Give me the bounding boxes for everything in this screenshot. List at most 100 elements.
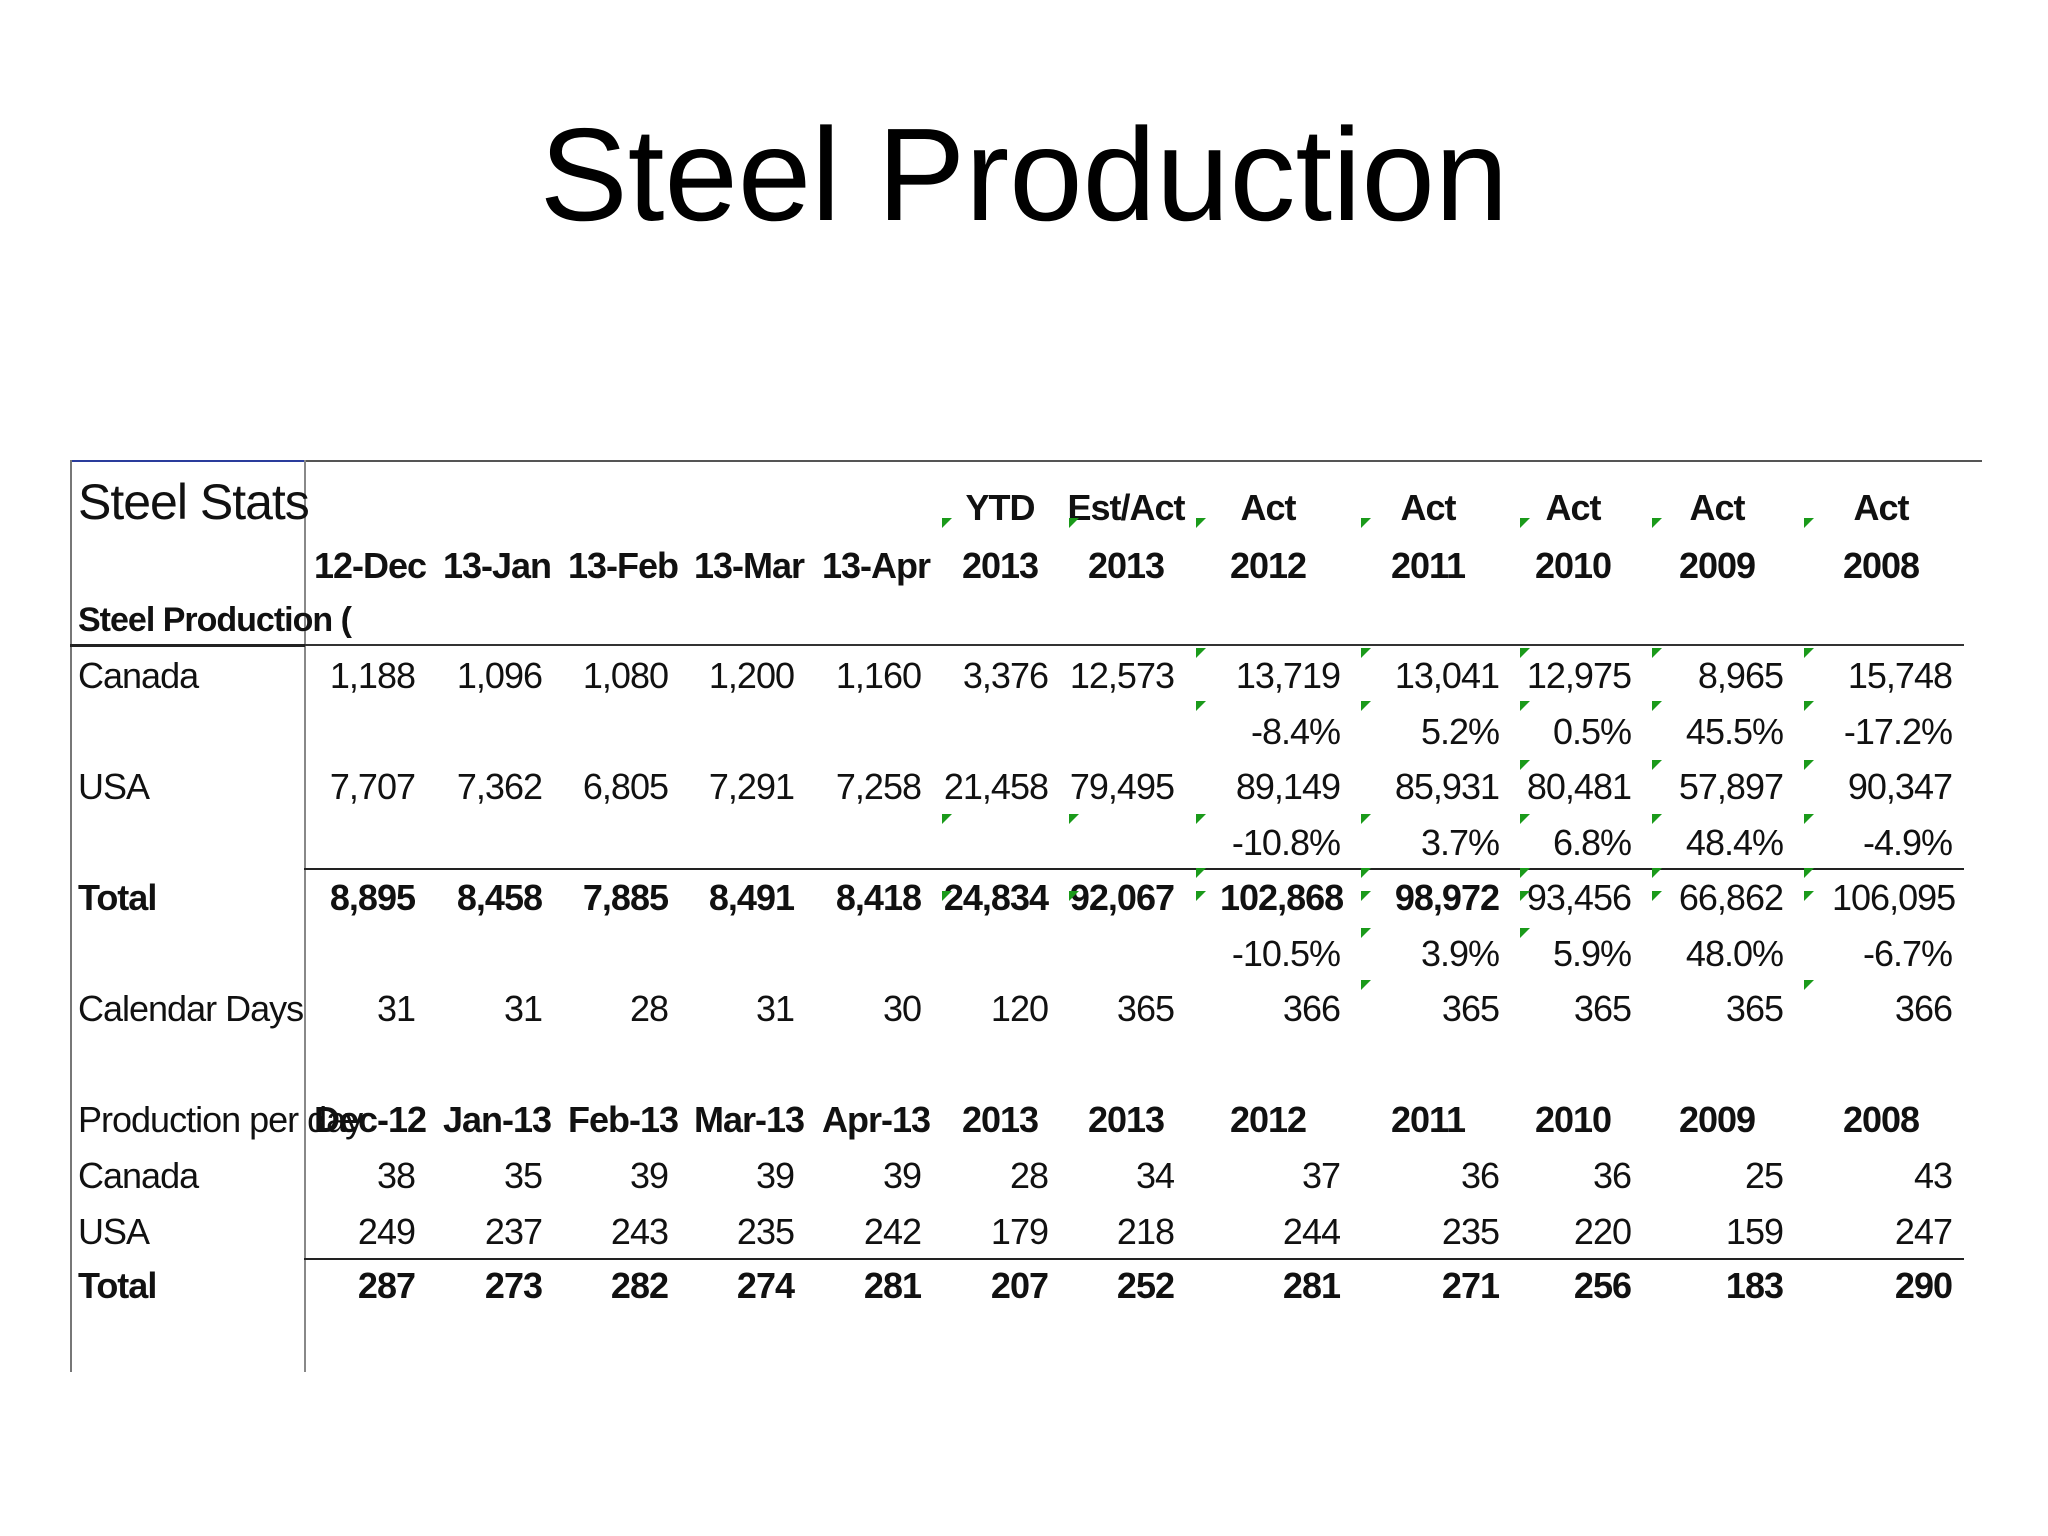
table-cell: 179 [990, 1211, 1049, 1252]
table-cell: 3.9% [1420, 933, 1500, 974]
table-cell: 282 [610, 1265, 669, 1306]
cell-error-indicator-icon [1804, 518, 1814, 528]
table-cell: 235 [1441, 1211, 1500, 1252]
table-cell: 89,149 [1235, 766, 1341, 807]
table-cell: 8,895 [329, 877, 416, 918]
table-cell: 36 [1592, 1155, 1632, 1196]
table-cell: 365 [1116, 988, 1175, 1029]
cell-error-indicator-icon [1520, 518, 1530, 528]
row-label: Canada [78, 655, 199, 696]
cell-error-indicator-icon [1804, 891, 1814, 901]
table-cell: -17.2% [1843, 711, 1953, 752]
table-cell: 237 [484, 1211, 543, 1252]
cell-error-indicator-icon [1652, 518, 1662, 528]
table-cell: 43 [1913, 1155, 1953, 1196]
per-day-header: 2013 [961, 1099, 1039, 1140]
cell-error-indicator-icon [1520, 928, 1530, 938]
cell-error-indicator-icon [1196, 868, 1206, 878]
table-cell: 365 [1725, 988, 1784, 1029]
table-cell: 66,862 [1678, 877, 1784, 918]
table-cell: 90,347 [1847, 766, 1953, 807]
table-cell: 6,805 [582, 766, 669, 807]
cell-error-indicator-icon [1361, 648, 1371, 658]
per-day-label: Production per day [78, 1099, 363, 1140]
table-cell: 218 [1116, 1211, 1175, 1252]
table-cell: 1,096 [456, 655, 543, 696]
table-cell: 39 [755, 1155, 795, 1196]
table-cell: 3,376 [962, 655, 1049, 696]
table-cell: 98,972 [1394, 877, 1500, 918]
table-cell: 365 [1441, 988, 1500, 1029]
per-day-header: Jan-13 [442, 1099, 552, 1140]
column-header-line2: 2009 [1678, 545, 1756, 586]
cell-error-indicator-icon [1361, 868, 1371, 878]
table-cell: 31 [503, 988, 543, 1029]
cell-error-indicator-icon [1196, 701, 1206, 711]
table-cell: 1,160 [835, 655, 922, 696]
corner-subtitle: Steel Production ( [78, 601, 352, 639]
table-cell: 12,573 [1069, 655, 1175, 696]
table-cell: 7,707 [329, 766, 416, 807]
column-header-line2: 2011 [1390, 545, 1466, 586]
table-cell: 6.8% [1552, 822, 1632, 863]
cell-error-indicator-icon [1520, 760, 1530, 770]
table-cell: 79,495 [1069, 766, 1175, 807]
per-day-header: Feb-13 [567, 1099, 679, 1140]
cell-error-indicator-icon [1520, 891, 1530, 901]
column-header-line1: Act [1853, 487, 1909, 528]
table-cell: 244 [1282, 1211, 1341, 1252]
table-cell: 207 [990, 1265, 1049, 1306]
cell-error-indicator-icon [1069, 814, 1079, 824]
table-cell: 37 [1301, 1155, 1341, 1196]
cell-error-indicator-icon [1652, 868, 1662, 878]
table-cell: 8,418 [835, 877, 922, 918]
label-column-border [304, 460, 306, 1372]
table-cell: -10.5% [1231, 933, 1341, 974]
table-cell: 15,748 [1847, 655, 1953, 696]
table-cell: -10.8% [1231, 822, 1341, 863]
cell-error-indicator-icon [1804, 701, 1814, 711]
table-cell: 25 [1744, 1155, 1784, 1196]
cell-error-indicator-icon [942, 891, 952, 901]
table-cell: 365 [1573, 988, 1632, 1029]
cell-error-indicator-icon [1069, 518, 1079, 528]
cell-error-indicator-icon [1361, 928, 1371, 938]
table-cell: 7,291 [708, 766, 795, 807]
cell-error-indicator-icon [1652, 760, 1662, 770]
table-cell: 13,041 [1394, 655, 1500, 696]
table-cell: 12,975 [1526, 655, 1632, 696]
table-cell: 36 [1460, 1155, 1500, 1196]
column-header-line2: 2008 [1842, 545, 1920, 586]
table-cell: 273 [484, 1265, 543, 1306]
cell-error-indicator-icon [1652, 814, 1662, 824]
cell-error-indicator-icon [1520, 701, 1530, 711]
column-header-line2: 13-Apr [821, 545, 931, 586]
table-cell: 287 [357, 1265, 416, 1306]
table-cell: 34 [1135, 1155, 1175, 1196]
table-cell: 242 [863, 1211, 922, 1252]
table-cell: 48.4% [1685, 822, 1784, 863]
column-header-line1: Act [1240, 487, 1296, 528]
table-cell: 0.5% [1552, 711, 1632, 752]
per-day-header: 2012 [1229, 1099, 1307, 1140]
cell-error-indicator-icon [1069, 891, 1079, 901]
steel-stats-table: Steel Stats Steel Production ( 12-Dec 13-… [70, 460, 1982, 1372]
table-cell: 183 [1725, 1265, 1784, 1306]
cell-error-indicator-icon [1652, 701, 1662, 711]
row-label: Total [78, 877, 157, 918]
cell-error-indicator-icon [1520, 868, 1530, 878]
table-cell: 38 [376, 1155, 416, 1196]
column-header-line2: 2010 [1534, 545, 1612, 586]
per-day-header: 2013 [1087, 1099, 1165, 1140]
cell-error-indicator-icon [1361, 891, 1371, 901]
table-cell: 281 [1282, 1265, 1341, 1306]
column-header-line2: 13-Mar [693, 545, 805, 586]
column-header-line1: Act [1689, 487, 1745, 528]
cell-error-indicator-icon [1804, 814, 1814, 824]
cell-error-indicator-icon [1361, 980, 1371, 990]
table-cell: 106,095 [1832, 877, 1956, 918]
table-cell: 247 [1894, 1211, 1953, 1252]
table-cell: 8,458 [456, 877, 543, 918]
table-cell: 35 [503, 1155, 543, 1196]
table-cell: 120 [990, 988, 1049, 1029]
